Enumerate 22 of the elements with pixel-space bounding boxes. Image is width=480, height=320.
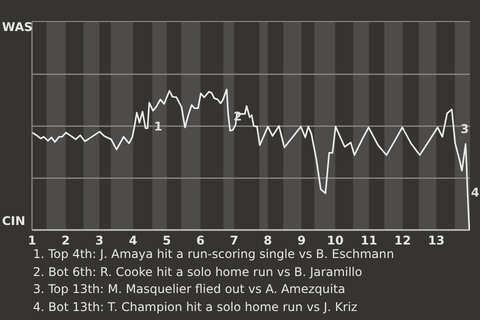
text: 2. Bot 6th: R. Cooke hit a solo home run vs B. Jaramillo	[33, 264, 364, 280]
text: 4. Bot 13th: T. Champion hit a solo home run vs J. Kriz	[33, 298, 358, 316]
x-tick-label: 1	[28, 234, 36, 248]
x-tick-label: 8	[264, 234, 272, 248]
x-tick-label: 2	[62, 234, 70, 248]
x-tick-label: 4	[128, 234, 138, 248]
x-tick-label: 3	[95, 234, 104, 248]
annotation: 3	[460, 122, 469, 136]
annotation: 4	[471, 185, 480, 200]
text: CIN	[2, 214, 26, 228]
x-tick-label: 10	[326, 234, 344, 248]
text: 1. Top 4th: J. Amaya hit a run-scoring single vs B. Eschmann	[33, 246, 394, 263]
x-tick-label: 13	[428, 234, 445, 248]
text: WAS	[2, 20, 33, 34]
x-tick-label: 5	[162, 234, 171, 248]
annotation: 1	[154, 119, 162, 134]
x-tick-label: 6	[196, 234, 205, 248]
text: 3. Top 13th: M. Masquelier flied out vs A. Amezquita	[33, 281, 346, 298]
x-tick-label: 9	[297, 234, 306, 248]
x-tick-label: 12	[394, 234, 411, 248]
x-tick-label: 11	[360, 234, 378, 248]
x-tick-label: 7	[230, 234, 238, 248]
